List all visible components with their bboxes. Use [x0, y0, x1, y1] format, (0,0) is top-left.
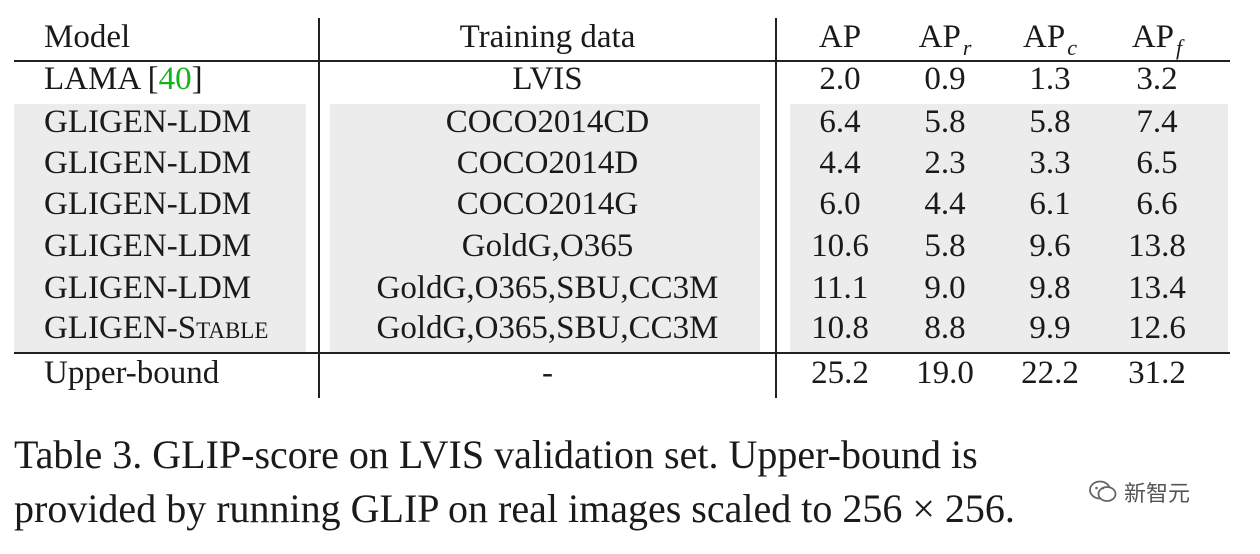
table-row-ap-f: 12.6	[1128, 310, 1186, 346]
table-row-ap: 10.8	[811, 310, 869, 346]
table-row-training: COCO2014G	[456, 186, 639, 222]
table-row-ap-c: 9.8	[1029, 270, 1071, 306]
table-row-ap-c: 9.9	[1029, 310, 1071, 346]
table-row-model: GLIGEN-LDM	[44, 186, 252, 222]
table-row-ap-r: 9.0	[924, 270, 966, 306]
table-row-ap-r: 19.0	[916, 355, 974, 391]
table-row-ap-f: 3.2	[1136, 61, 1178, 97]
gligen-rows-shading	[330, 104, 760, 352]
table-row-ap: 6.4	[819, 104, 861, 140]
table-caption: Table 3. GLIP-score on LVIS validation s…	[14, 428, 1246, 536]
column-divider	[318, 18, 320, 398]
table-row-ap: 4.4	[819, 145, 861, 181]
table-row-ap-r: 8.8	[924, 310, 966, 346]
table-row-ap: 11.1	[811, 270, 869, 306]
table-row-ap-f: 6.6	[1136, 186, 1178, 222]
table-row-training: COCO2014D	[456, 145, 639, 181]
table-row-ap-f: 31.2	[1128, 355, 1186, 391]
table-row-ap-c: 5.8	[1029, 104, 1071, 140]
table-row-model: GLIGEN-LDM	[44, 104, 252, 140]
table-row-ap-c: 3.3	[1029, 145, 1071, 181]
header-ap: AP	[818, 19, 862, 55]
table-row-training: GoldG,O365,SBU,CC3M	[376, 270, 719, 306]
header-model: Model	[44, 19, 131, 55]
table-row-ap-c: 22.2	[1021, 355, 1079, 391]
table-row-ap-f: 13.8	[1128, 228, 1186, 264]
table-row-training: GoldG,O365	[461, 228, 634, 264]
table-row-ap: 6.0	[819, 186, 861, 222]
table-row-training: COCO2014CD	[445, 104, 650, 140]
table-row-model: GLIGEN-LDM	[44, 228, 252, 264]
table-row-ap-r: 2.3	[924, 145, 966, 181]
table-row-model: GLIGEN-LDM	[44, 145, 252, 181]
wechat-icon	[1089, 480, 1117, 502]
table-row-ap-f: 13.4	[1128, 270, 1186, 306]
table-row-model: Upper-bound	[44, 355, 220, 391]
citation-link[interactable]: 40	[158, 61, 192, 97]
results-table: Model Training data AP APr APc APf LAMA …	[14, 18, 1230, 398]
table-row-ap-r: 0.9	[924, 61, 966, 97]
upper-bound-rule	[14, 352, 1230, 354]
watermark: 新智元	[1088, 476, 1190, 508]
table-row-ap: 10.6	[811, 228, 869, 264]
table-row-training: -	[542, 355, 553, 391]
table-row-ap: 2.0	[819, 61, 861, 97]
table-row-ap-f: 6.5	[1136, 145, 1178, 181]
header-rule	[14, 60, 1230, 62]
gligen-rows-shading	[14, 104, 306, 352]
header-ap-c: APc	[1023, 19, 1077, 60]
table-row-training: GoldG,O365,SBU,CC3M	[376, 310, 719, 346]
table-row-ap-r: 4.4	[924, 186, 966, 222]
table-row-ap-f: 7.4	[1136, 104, 1178, 140]
header-ap-f: APf	[1131, 19, 1183, 60]
table-row-ap-r: 5.8	[924, 104, 966, 140]
table-row-ap: 25.2	[811, 355, 869, 391]
header-ap-r: APr	[918, 19, 972, 60]
caption-line-2: provided by running GLIP on real images …	[14, 486, 1015, 531]
table-row-model: LAMA [40]	[44, 61, 203, 97]
table-row-ap-c: 9.6	[1029, 228, 1071, 264]
caption-line-1: Table 3. GLIP-score on LVIS validation s…	[14, 432, 978, 477]
table-row-ap-r: 5.8	[924, 228, 966, 264]
header-training-data: Training data	[459, 19, 636, 55]
watermark-text: 新智元	[1124, 482, 1191, 507]
table-row-model: GLIGEN-LDM	[44, 270, 252, 306]
gligen-rows-shading	[790, 104, 1228, 352]
table-row-ap-c: 1.3	[1029, 61, 1071, 97]
column-divider	[775, 18, 777, 398]
table-row-training: LVIS	[512, 61, 583, 97]
table-row-ap-c: 6.1	[1029, 186, 1071, 222]
table-row-model: GLIGEN-Stable	[44, 310, 269, 346]
